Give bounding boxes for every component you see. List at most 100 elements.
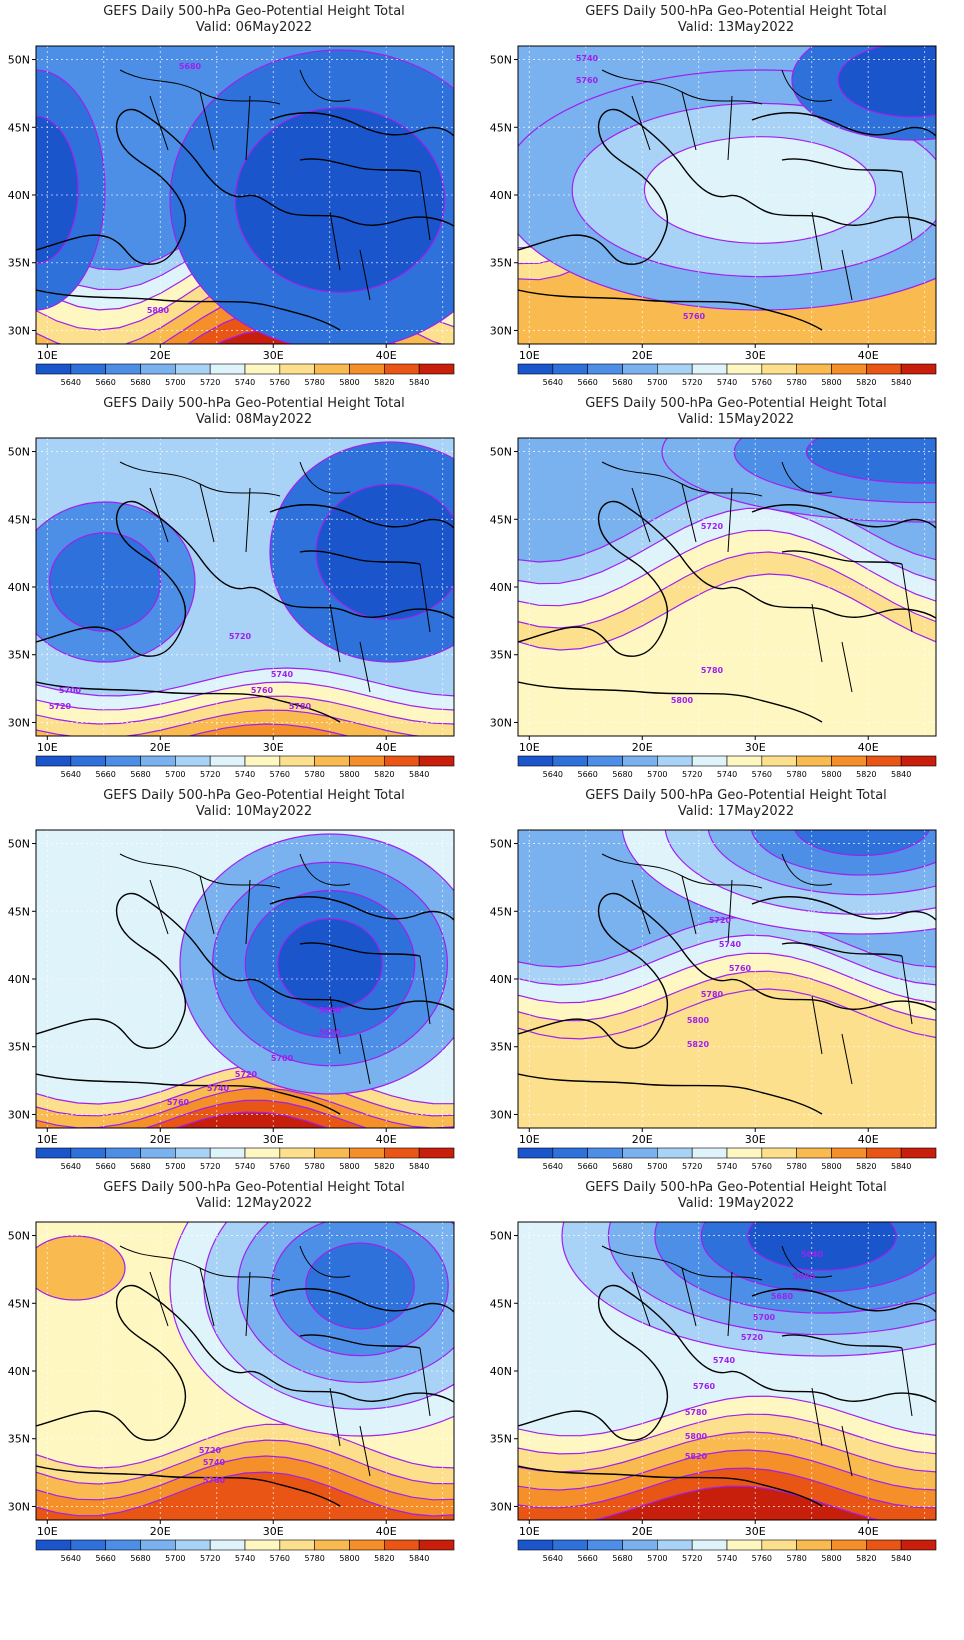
- panel-valid-date: Valid: 10May2022: [195, 804, 313, 819]
- colorbar-swatch: [244, 755, 281, 767]
- lon-tick-label: 10E: [37, 741, 58, 754]
- lon-tick-label: 40E: [376, 741, 397, 754]
- colorbar-level-label: 5780: [786, 378, 806, 387]
- colorbar-level-label: 5740: [717, 378, 737, 387]
- lat-tick-label: 50N: [8, 54, 30, 67]
- lat-tick-label: 35N: [490, 257, 512, 270]
- colorbar-level-label: 5800: [821, 770, 841, 779]
- lon-tick-label: 30E: [745, 1133, 766, 1146]
- contour-line: [174, 1111, 330, 1128]
- colorbar-level-label: 5840: [409, 770, 429, 779]
- colorbar-swatch: [175, 755, 211, 767]
- contour-label: 5740: [203, 1458, 226, 1467]
- contour-label: 5760: [683, 312, 706, 321]
- contour-line: [518, 573, 936, 651]
- colorbar-swatch: [314, 755, 350, 767]
- lat-tick-label: 30N: [490, 324, 512, 337]
- colorbar-swatch: [418, 1539, 455, 1551]
- colorbar-swatch: [175, 1539, 211, 1551]
- contour-label: 5820: [685, 1452, 708, 1461]
- colorbar-level-label: 5800: [339, 378, 359, 387]
- lon-tick-label: 30E: [745, 349, 766, 362]
- lat-tick-label: 30N: [490, 716, 512, 729]
- colorbar-swatch: [140, 755, 176, 767]
- lat-tick-label: 40N: [490, 1365, 512, 1378]
- colorbar-level-label: 5840: [891, 1162, 911, 1171]
- colorbar-level-label: 5680: [130, 378, 150, 387]
- lon-tick-label: 40E: [858, 1525, 879, 1538]
- colorbar-swatch: [70, 1539, 106, 1551]
- lat-tick-label: 35N: [8, 649, 30, 662]
- lat-tick-label: 50N: [8, 1230, 30, 1243]
- lat-tick-label: 45N: [490, 121, 512, 134]
- height-cell: [234, 107, 446, 293]
- lon-tick-label: 10E: [37, 349, 58, 362]
- colorbar-level-label: 5660: [95, 1162, 115, 1171]
- contour-line: [36, 667, 454, 697]
- lat-tick-label: 35N: [8, 1433, 30, 1446]
- colorbar-level-label: 5700: [647, 378, 667, 387]
- lon-tick-label: 30E: [263, 1525, 284, 1538]
- panel-valid-date: Valid: 13May2022: [677, 20, 795, 35]
- colorbar-level-label: 5740: [717, 770, 737, 779]
- panel-title: GEFS Daily 500-hPa Geo-Potential Height …: [585, 1180, 887, 1195]
- colorbar-level-label: 5720: [200, 1162, 220, 1171]
- colorbar-swatch: [349, 755, 385, 767]
- colorbar-level-label: 5780: [786, 770, 806, 779]
- lon-tick-label: 20E: [150, 1133, 171, 1146]
- lon-tick-label: 30E: [263, 349, 284, 362]
- lat-tick-label: 30N: [8, 1108, 30, 1121]
- lon-tick-label: 10E: [519, 741, 540, 754]
- coastline: [36, 500, 454, 723]
- height-cell: [315, 483, 454, 621]
- colorbar-level-label: 5760: [270, 1162, 290, 1171]
- lat-tick-label: 30N: [8, 716, 30, 729]
- lon-tick-label: 30E: [263, 1133, 284, 1146]
- colorbar-swatch: [517, 363, 554, 375]
- lat-tick-label: 35N: [8, 1041, 30, 1054]
- contour-label: 5720: [229, 632, 252, 641]
- colorbar-swatch: [761, 1539, 797, 1551]
- colorbar-swatch: [418, 1147, 455, 1159]
- contour-label: 5740: [713, 1356, 736, 1365]
- contour-label: 5760: [693, 1382, 716, 1391]
- colorbar-swatch: [70, 1147, 106, 1159]
- colorbar-swatch: [384, 363, 420, 375]
- lon-tick-label: 20E: [150, 741, 171, 754]
- colorbar-swatch: [831, 1147, 867, 1159]
- contour-label: 5820: [687, 1040, 710, 1049]
- contour-label: 5760: [729, 964, 752, 973]
- lat-tick-label: 50N: [490, 54, 512, 67]
- country-borders: [601, 69, 913, 301]
- colorbar-level-label: 5700: [647, 1554, 667, 1563]
- colorbar-swatch: [209, 1147, 246, 1159]
- colorbar-level-label: 5840: [409, 1162, 429, 1171]
- colorbar-swatch: [552, 1147, 588, 1159]
- lat-tick-label: 45N: [490, 1297, 512, 1310]
- country-borders: [119, 461, 431, 693]
- coastline: [518, 108, 936, 331]
- lon-tick-label: 40E: [858, 349, 879, 362]
- colorbar-swatch: [866, 363, 902, 375]
- height-band: [36, 310, 454, 344]
- contour-line: [36, 709, 425, 736]
- lon-tick-label: 10E: [37, 1133, 58, 1146]
- lat-tick-label: 35N: [8, 257, 30, 270]
- height-field: [518, 46, 936, 344]
- colorbar-swatch: [314, 1539, 350, 1551]
- contour-label: 5660: [319, 1006, 342, 1015]
- contour-label: 5700: [271, 1054, 294, 1063]
- height-cell: [305, 1242, 415, 1330]
- height-field: [518, 830, 936, 1128]
- colorbar-level-label: 5760: [752, 378, 772, 387]
- colorbar-swatch: [587, 755, 623, 767]
- colorbar-level-label: 5700: [165, 1162, 185, 1171]
- colorbar-swatch: [35, 363, 72, 375]
- lat-tick-label: 45N: [8, 1297, 30, 1310]
- colorbar-swatch: [831, 755, 867, 767]
- map-svg: 5720 5740 5760 5780 5700 5720 50N 45N 40N 35N 30N 1…: [8, 437, 455, 779]
- panel-valid-date: Valid: 17May2022: [677, 804, 795, 819]
- panel-title: GEFS Daily 500-hPa Geo-Potential Height …: [585, 4, 887, 19]
- colorbar-swatch: [384, 755, 420, 767]
- colorbar-level-label: 5700: [165, 770, 185, 779]
